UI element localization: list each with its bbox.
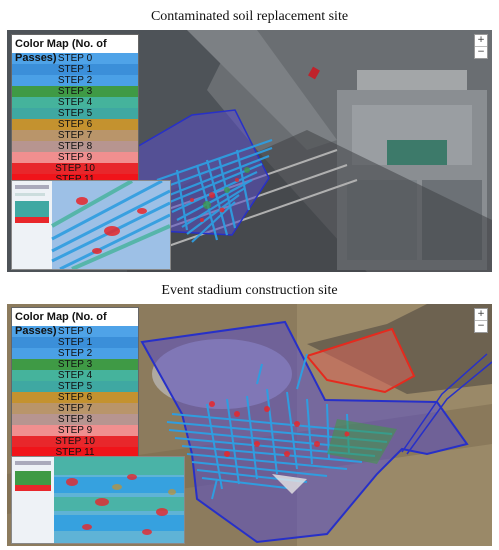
legend-step-7: STEP 7 [12, 130, 138, 141]
legend-step-2: STEP 2 [12, 75, 138, 86]
bottom-zoom-control[interactable]: + − [474, 308, 488, 333]
legend-step-10: STEP 10 [12, 436, 138, 447]
bottom-compaction-hotspots [209, 401, 350, 457]
legend-step-9: STEP 9 [12, 425, 138, 436]
top-mid-passes [203, 167, 250, 209]
legend-step-5: STEP 5 [12, 381, 138, 392]
legend-step-2: STEP 2 [12, 348, 138, 359]
legend-step-11: STEP 11 [12, 174, 138, 185]
bottom-inset-heatmap [12, 457, 184, 543]
legend-step-9: STEP 9 [12, 152, 138, 163]
bottom-zoom-out-button[interactable]: − [475, 320, 487, 332]
legend-step-3: STEP 3 [12, 359, 138, 370]
top-compaction-hotspots [190, 178, 239, 222]
legend-title: Color Map (No. of Passes) [15, 38, 107, 64]
top-caption: Contaminated soil replacement site [150, 9, 349, 24]
legend-step-3: STEP 3 [12, 86, 138, 97]
legend-step-1: STEP 1 [12, 337, 138, 348]
top-inset-heatmap [12, 181, 170, 269]
legend-step-11: STEP 11 [12, 447, 138, 458]
legend-step-8: STEP 8 [12, 414, 138, 425]
top-zoom-inset[interactable] [11, 180, 171, 270]
bottom-access-road [401, 353, 488, 453]
design-area [305, 327, 416, 394]
bottom-map-panel[interactable]: + − Color Map (No. of Passes) STEP 0 STE… [7, 304, 492, 546]
top-zoom-in-button[interactable]: + [477, 35, 485, 45]
legend-step-6: STEP 6 [12, 119, 138, 130]
legend-step-10: STEP 10 [12, 163, 138, 174]
bottom-caption: Event stadium construction site [161, 283, 338, 298]
bottom-zoom-inset[interactable] [11, 456, 185, 544]
legend-step-4: STEP 4 [12, 97, 138, 108]
legend-step-5: STEP 5 [12, 108, 138, 119]
legend-step-8: STEP 8 [12, 141, 138, 152]
top-color-legend: Color Map (No. of Passes) STEP 0 STEP 1 … [11, 34, 139, 186]
top-zoom-out-button[interactable]: − [475, 46, 487, 58]
legend-step-4: STEP 4 [12, 370, 138, 381]
legend-title: Color Map (No. of Passes) [15, 311, 107, 337]
legend-step-7: STEP 7 [12, 403, 138, 414]
top-satellite-map[interactable] [7, 30, 492, 272]
bottom-color-legend: Color Map (No. of Passes) STEP 0 STEP 1 … [11, 307, 139, 459]
bottom-mid-passes [327, 419, 397, 464]
legend-step-6: STEP 6 [12, 392, 138, 403]
legend-step-0: STEP 0 [12, 53, 138, 64]
top-map-panel[interactable]: + − Color Map (No. of Passes) STEP 0 STE… [7, 30, 492, 272]
top-zoom-control[interactable]: + − [474, 34, 488, 59]
legend-step-0: STEP 0 [12, 326, 138, 337]
bottom-zoom-in-button[interactable]: + [477, 309, 485, 319]
legend-step-1: STEP 1 [12, 64, 138, 75]
